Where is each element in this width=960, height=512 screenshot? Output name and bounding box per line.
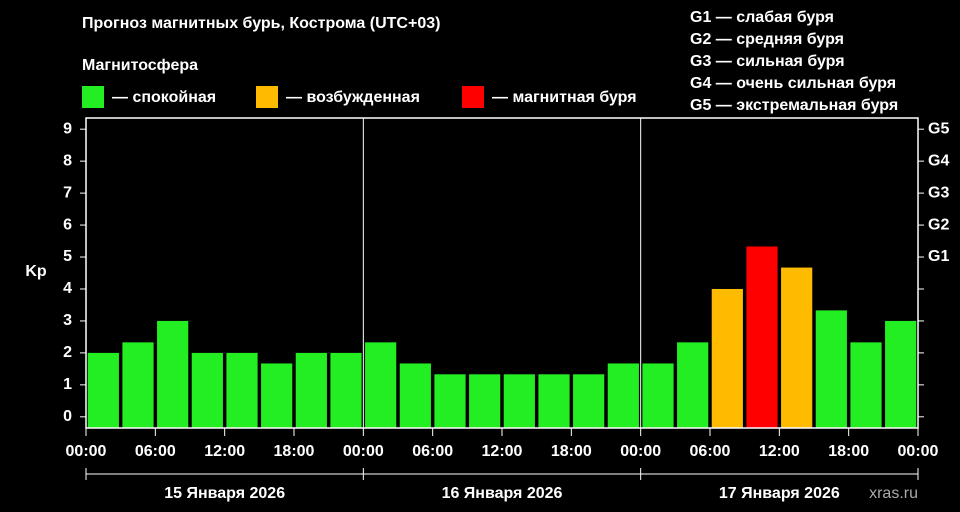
legend-swatch [256, 86, 278, 108]
scale-note: G2 — средняя буря [690, 31, 844, 48]
x-tick-label: 18:00 [551, 443, 592, 460]
bar [607, 363, 639, 428]
bar [642, 363, 674, 428]
bar [261, 363, 293, 428]
y-tick-label: 9 [63, 120, 72, 137]
x-tick-label: 06:00 [412, 443, 453, 460]
x-tick-label: 00:00 [343, 443, 384, 460]
bar [746, 246, 778, 428]
y-tick-label: 2 [63, 344, 72, 361]
y-tick-label: 3 [63, 312, 72, 329]
bar [538, 374, 570, 428]
legend-swatch [82, 86, 104, 108]
legend-title: Магнитосфера [82, 57, 198, 74]
legend-label: — возбужденная [286, 89, 420, 106]
legend-label: — спокойная [112, 89, 216, 106]
scale-note: G4 — очень сильная буря [690, 75, 896, 92]
x-tick-label: 06:00 [690, 443, 731, 460]
legend-label: — магнитная буря [492, 89, 637, 106]
x-tick-label: 12:00 [482, 443, 523, 460]
bar [573, 374, 605, 428]
bar [191, 352, 223, 428]
x-tick-label: 12:00 [759, 443, 800, 460]
bar [157, 320, 189, 428]
y-tick-label: 4 [63, 280, 72, 297]
scale-note: G3 — сильная буря [690, 53, 845, 70]
x-tick-label: 18:00 [274, 443, 315, 460]
x-tick-label: 06:00 [135, 443, 176, 460]
bar [781, 267, 813, 428]
y-tick-label: 0 [63, 408, 72, 425]
day-label: 15 Января 2026 [164, 485, 285, 502]
y2-tick-label: G1 [928, 248, 949, 265]
x-tick-label: 00:00 [66, 443, 107, 460]
x-tick-label: 18:00 [828, 443, 869, 460]
bar [885, 320, 917, 428]
y-tick-label: 6 [63, 216, 72, 233]
x-tick-label: 12:00 [204, 443, 245, 460]
y2-tick-label: G5 [928, 120, 949, 137]
y2-tick-label: G4 [928, 152, 949, 169]
day-label: 17 Января 2026 [719, 485, 840, 502]
bar [295, 352, 327, 428]
bar [711, 288, 743, 428]
y-axis-label: Kp [25, 263, 47, 280]
day-label: 16 Января 2026 [442, 485, 563, 502]
y-tick-label: 8 [63, 152, 72, 169]
bar [677, 342, 709, 428]
bar [226, 352, 258, 428]
scale-note: G5 — экстремальная буря [690, 97, 898, 114]
y-tick-label: 5 [63, 248, 72, 265]
bar [503, 374, 535, 428]
y-tick-label: 7 [63, 184, 72, 201]
legend-swatch [462, 86, 484, 108]
y-tick-label: 1 [63, 376, 72, 393]
bar [330, 352, 362, 428]
bar [815, 310, 847, 428]
bar [469, 374, 501, 428]
y2-tick-label: G3 [928, 184, 949, 201]
bar [87, 352, 119, 428]
x-tick-label: 00:00 [898, 443, 939, 460]
scale-note: G1 — слабая буря [690, 9, 834, 26]
chart-title: Прогноз магнитных бурь, Кострома (UTC+03… [82, 15, 440, 32]
bar [122, 342, 154, 428]
bar [434, 374, 466, 428]
bar [399, 363, 431, 428]
watermark: xras.ru [869, 485, 918, 502]
bar [365, 342, 397, 428]
bar [850, 342, 882, 428]
x-tick-label: 00:00 [620, 443, 661, 460]
y2-tick-label: G2 [928, 216, 949, 233]
